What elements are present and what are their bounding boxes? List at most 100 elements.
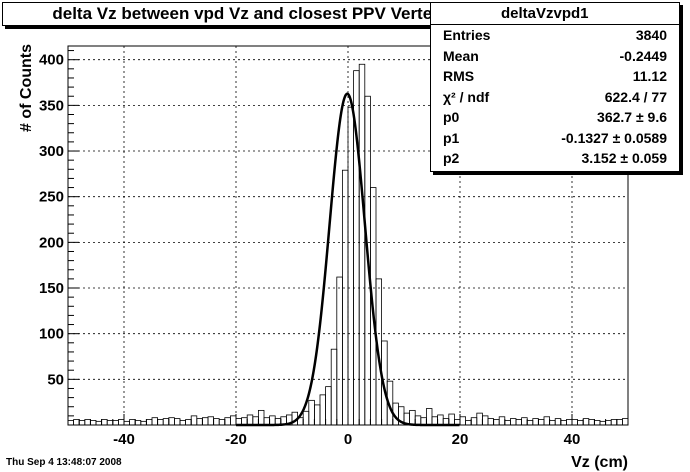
histogram-bin <box>196 418 203 426</box>
histogram-bin <box>582 418 590 426</box>
histogram-bin <box>504 420 511 426</box>
histogram-bin <box>487 418 494 426</box>
histogram-bin <box>538 419 545 426</box>
stats-key: RMS <box>443 68 475 84</box>
histogram-bin <box>459 416 466 426</box>
histogram-bin <box>95 420 102 426</box>
stats-box-header: deltaVzvpd1 <box>431 3 679 25</box>
x-tick-label: 40 <box>564 431 581 448</box>
histogram-bin <box>123 420 130 426</box>
y-tick-label: 250 <box>39 189 64 206</box>
stats-key: p0 <box>443 109 460 125</box>
y-tick-label: 150 <box>39 280 64 297</box>
stats-key: Mean <box>443 47 479 64</box>
stats-row: p2 3.152 ± 0.059 <box>431 148 679 169</box>
histogram-bin <box>526 420 534 426</box>
histogram-bin <box>207 416 214 426</box>
histogram-bin <box>90 420 97 426</box>
stats-value: 3.152 ± 0.059 <box>581 150 667 166</box>
histogram-bin <box>78 420 86 426</box>
histogram-bin <box>213 418 220 426</box>
histogram-bin <box>269 415 276 426</box>
timestamp-footer: Thu Sep 4 13:48:07 2008 <box>6 457 122 468</box>
histogram-bin <box>532 418 539 426</box>
histogram-bin <box>437 414 444 426</box>
histogram-bin <box>341 169 349 426</box>
histogram-bin <box>145 419 153 426</box>
histogram-bin <box>588 419 595 426</box>
histogram-bin <box>101 419 108 426</box>
histogram-bin <box>476 412 483 426</box>
y-tick-label: 200 <box>39 234 64 251</box>
histogram-bin <box>470 417 478 426</box>
stats-row: Entries 3840 <box>431 25 679 46</box>
histogram-bin <box>560 420 567 426</box>
stats-histogram-name: deltaVzvpd1 <box>501 5 589 22</box>
y-tick-label: 100 <box>39 326 64 343</box>
histogram-bin <box>112 420 119 426</box>
histogram-bin <box>509 418 517 426</box>
histogram-bin <box>566 419 573 426</box>
histogram-bin <box>409 409 416 426</box>
histogram-bin <box>319 394 326 426</box>
histogram-bin <box>605 420 612 426</box>
histogram-bin <box>84 419 91 426</box>
histogram-bin <box>425 408 433 426</box>
histogram-bin <box>498 416 506 426</box>
x-tick-label: 20 <box>452 431 469 448</box>
histogram-bin <box>599 420 606 426</box>
histogram-bin <box>571 419 578 426</box>
stats-key: Entries <box>443 27 491 43</box>
histogram-bin <box>308 399 315 426</box>
histogram-bin <box>257 409 265 426</box>
histogram-bin <box>481 415 489 426</box>
histogram-bin <box>157 419 164 426</box>
histogram-bin <box>73 419 80 426</box>
histogram-bin <box>224 417 231 426</box>
x-tick-label: 0 <box>344 431 352 448</box>
histogram-bin <box>190 415 198 426</box>
histogram-bin <box>246 414 254 426</box>
axes <box>67 45 629 426</box>
histogram-bin <box>185 419 192 426</box>
stats-value: 3840 <box>635 27 667 43</box>
histogram-bin <box>106 420 114 426</box>
histogram-bin <box>577 420 584 426</box>
histogram-bin <box>549 420 556 426</box>
histogram-bin <box>622 418 629 426</box>
stats-value: 362.7 ± 9.6 <box>597 109 667 125</box>
stats-value: -0.1327 ± 0.0589 <box>561 129 667 146</box>
y-tick-label: 350 <box>39 97 64 114</box>
stats-value: 622.4 / 77 <box>604 88 667 105</box>
histogram-bin <box>151 417 158 426</box>
histogram-bin <box>493 419 500 426</box>
histogram-bin <box>118 419 125 426</box>
x-axis-label: Vz (cm) <box>571 454 628 471</box>
x-tick-label: -40 <box>113 431 135 448</box>
histogram-bin <box>594 420 601 426</box>
histogram-bin <box>173 418 181 426</box>
stats-value: -0.2449 <box>619 47 667 64</box>
stats-row: p1 -0.1327 ± 0.0589 <box>431 128 679 149</box>
stats-key: p2 <box>443 150 460 166</box>
stats-rows: Entries 3840 Mean -0.2449 RMS 11.12 χ² / ndf 62… <box>431 25 679 169</box>
histogram-bin <box>521 417 528 426</box>
histogram-bin <box>610 419 618 426</box>
stats-key: p1 <box>443 129 460 146</box>
tick-labels: -40 -20 0 20 40 50 100 150 200 250 300 350 400 <box>39 52 580 448</box>
x-tick-label: -20 <box>225 431 247 448</box>
stats-row: χ² / ndf 622.4 / 77 <box>431 87 679 108</box>
stats-value: 11.12 <box>632 68 667 84</box>
histogram-bin <box>129 419 136 426</box>
histogram-bin <box>168 417 175 426</box>
histogram-bin <box>554 418 562 426</box>
y-tick-label: 400 <box>39 52 64 69</box>
histogram-bin <box>325 386 332 426</box>
histogram-bin <box>162 418 170 426</box>
histogram-bin <box>313 404 321 426</box>
histogram-bin <box>179 420 186 426</box>
histogram-bin <box>448 413 455 426</box>
histogram-bin <box>358 63 366 426</box>
y-axis-label: # of Counts <box>18 44 35 132</box>
histogram-bin <box>465 420 472 426</box>
